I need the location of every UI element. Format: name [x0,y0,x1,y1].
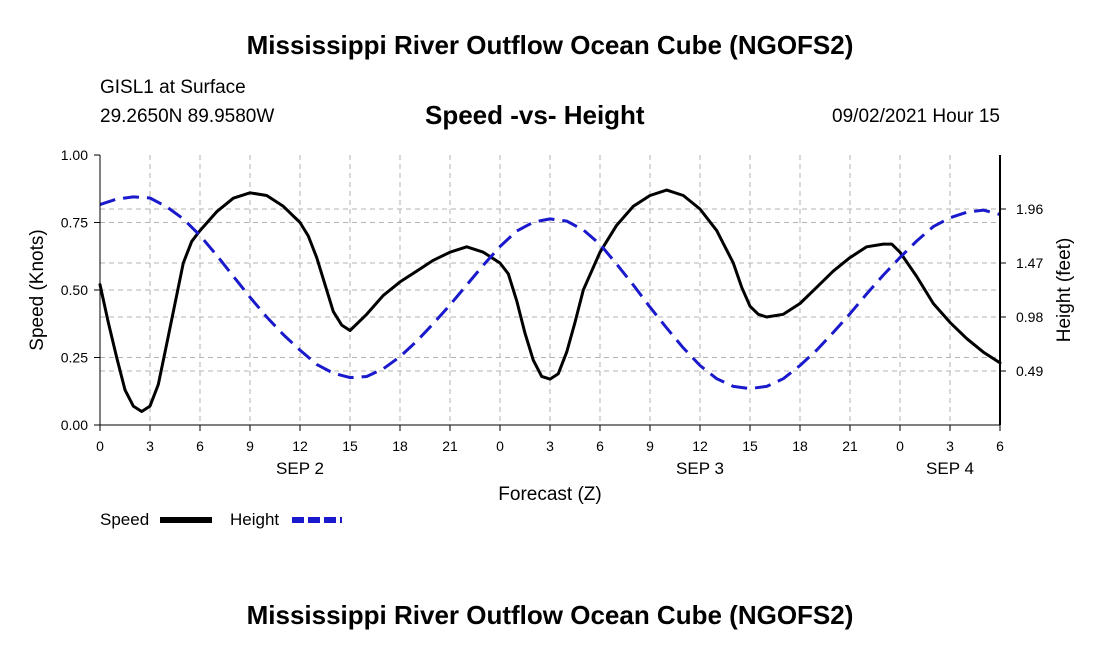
y2-tick-label: 1.96 [1016,201,1043,217]
x-tick-label: 3 [146,438,154,454]
x-tick-label: 21 [842,438,858,454]
x-axis-label: Forecast (Z) [498,484,601,505]
x-tick-label: 18 [392,438,408,454]
x-tick-label: 9 [246,438,254,454]
legend: Speed Height [100,510,342,529]
y2-tick-label: 1.47 [1016,255,1043,271]
x-tick-label: 12 [692,438,708,454]
date-label: SEP 3 [676,459,724,478]
x-tick-label: 6 [996,438,1004,454]
y2-tick-label: 0.49 [1016,363,1043,379]
series-layer [98,188,1002,413]
x-tick-label: 0 [496,438,504,454]
x-tick-label: 15 [742,438,758,454]
date-label: SEP 4 [926,459,974,478]
x-tick-label: 18 [792,438,808,454]
y-tick-label: 1.00 [61,147,88,163]
x-tick-label: 3 [946,438,954,454]
y2-axis-label: Height (feet) [1054,238,1075,343]
legend-speed-label: Speed [100,510,149,529]
x-tick-label: 3 [546,438,554,454]
x-tick-label: 0 [896,438,904,454]
x-tick-label: 6 [196,438,204,454]
chart-subtitle: Speed -vs- Height [425,100,645,130]
date-label: SEP 2 [276,459,324,478]
y-tick-label: 0.25 [61,350,88,366]
station-label: GISL1 at Surface [100,77,246,98]
datetime-label: 09/02/2021 Hour 15 [832,106,1000,127]
y-tick-label: 0.50 [61,282,88,298]
axes: 0 3 6 9 12 15 18 21 0 3 6 9 12 15 18 21 0 3 6 SEP 2 SEP 3 SEP… [27,147,1075,505]
y-tick-label: 0.00 [61,417,88,433]
grid [100,155,1000,425]
y-tick-label: 0.75 [61,215,88,231]
x-tick-label: 6 [596,438,604,454]
y-axis-label: Speed (Knots) [27,229,48,350]
footer-title: Mississippi River Outflow Ocean Cube (NG… [246,600,854,630]
height-series-line [99,195,1001,391]
x-tick-label: 9 [646,438,654,454]
x-tick-label: 15 [342,438,358,454]
y2-tick-label: 0.98 [1016,309,1043,325]
coordinates-label: 29.2650N 89.9580W [100,106,275,127]
chart-title: Mississippi River Outflow Ocean Cube (NG… [246,30,854,60]
x-tick-label: 0 [96,438,104,454]
legend-height-label: Height [230,510,279,529]
x-tick-label: 12 [292,438,308,454]
x-tick-label: 21 [442,438,458,454]
